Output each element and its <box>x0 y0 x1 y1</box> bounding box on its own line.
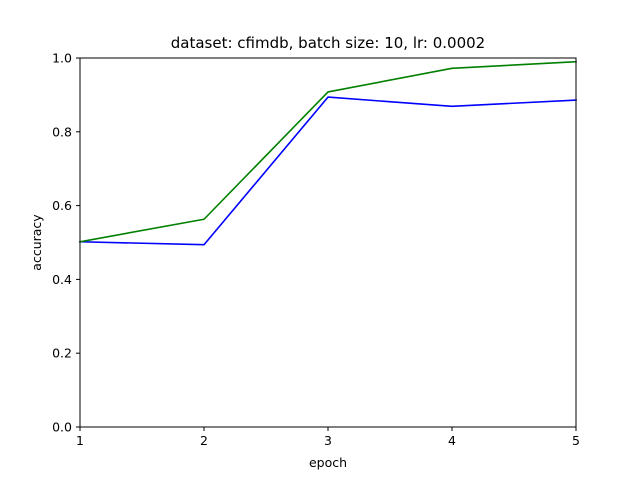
x-tick-label: 3 <box>324 433 332 448</box>
x-axis-label: epoch <box>309 455 347 470</box>
series-layer <box>79 60 577 246</box>
series-line-2 <box>79 60 577 243</box>
x-tick-label: 2 <box>200 433 208 448</box>
y-axis-label: accuracy <box>29 214 44 271</box>
y-axis: 0.0 0.2 0.4 0.6 0.8 1.0 <box>52 51 80 435</box>
y-tick-label: 1.0 <box>52 51 72 66</box>
x-tick-label: 5 <box>572 433 580 448</box>
y-tick-label: 0.6 <box>52 198 72 213</box>
chart-title: dataset: cfimdb, batch size: 10, lr: 0.0… <box>171 34 485 52</box>
x-tick-label: 1 <box>76 433 84 448</box>
y-tick-label: 0.2 <box>52 346 72 361</box>
x-tick-label: 4 <box>448 433 456 448</box>
y-tick-label: 0.0 <box>52 420 72 435</box>
series-line-1 <box>79 96 577 246</box>
y-tick-label: 0.4 <box>52 272 72 287</box>
x-axis: 1 2 3 4 5 <box>76 427 580 448</box>
y-tick-label: 0.8 <box>52 124 72 139</box>
plot-frame <box>79 57 577 428</box>
